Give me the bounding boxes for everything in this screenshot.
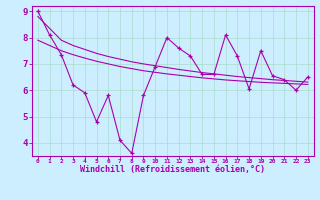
X-axis label: Windchill (Refroidissement éolien,°C): Windchill (Refroidissement éolien,°C): [80, 165, 265, 174]
